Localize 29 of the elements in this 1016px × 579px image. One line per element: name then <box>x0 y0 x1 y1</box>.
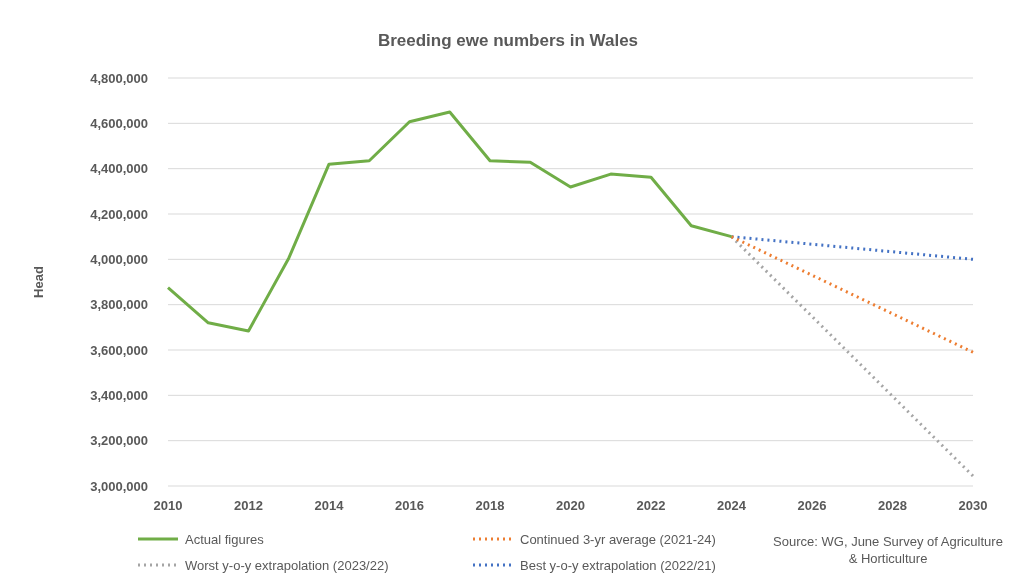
x-tick-label: 2030 <box>958 498 988 513</box>
legend-label: Worst y-o-y extrapolation (2023/22) <box>185 557 389 573</box>
y-tick-label: 4,000,000 <box>90 251 148 267</box>
y-tick-label: 3,200,000 <box>90 433 148 449</box>
y-tick-label: 4,200,000 <box>90 206 148 222</box>
y-tick-label: 4,400,000 <box>90 161 148 177</box>
x-tick-label: 2016 <box>395 498 424 513</box>
chart-title: Breeding ewe numbers in Wales <box>377 31 639 50</box>
x-tick-label: 2018 <box>475 498 505 513</box>
legend-label: Actual figures <box>185 531 265 547</box>
y-tick-label: 4,800,000 <box>90 70 148 86</box>
y-tick-label: 3,800,000 <box>90 297 148 313</box>
source-note: Source: WG, June Survey of Agriculture & Horticulture <box>773 534 1003 566</box>
x-tick-label: 2028 <box>878 498 907 513</box>
y-axis-title: Head <box>31 266 46 298</box>
line-series <box>166 110 733 333</box>
y-tick-label: 3,400,000 <box>90 387 148 403</box>
x-tick-label: 2022 <box>636 498 666 513</box>
x-tick-label: 2010 <box>153 498 183 513</box>
legend-label: Continued 3-yr average (2021-24) <box>520 531 716 547</box>
x-tick-label: 2024 <box>717 498 747 513</box>
y-tick-label: 3,600,000 <box>90 342 148 358</box>
x-tick-label: 2026 <box>797 498 827 513</box>
legend-label: Best y-o-y extrapolation (2022/21) <box>520 557 716 573</box>
y-tick-label: 3,000,000 <box>90 478 148 494</box>
x-tick-label: 2014 <box>314 498 345 513</box>
x-tick-label: 2020 <box>556 498 585 513</box>
x-tick-label: 2012 <box>234 498 263 513</box>
y-tick-label: 4,600,000 <box>90 115 148 131</box>
